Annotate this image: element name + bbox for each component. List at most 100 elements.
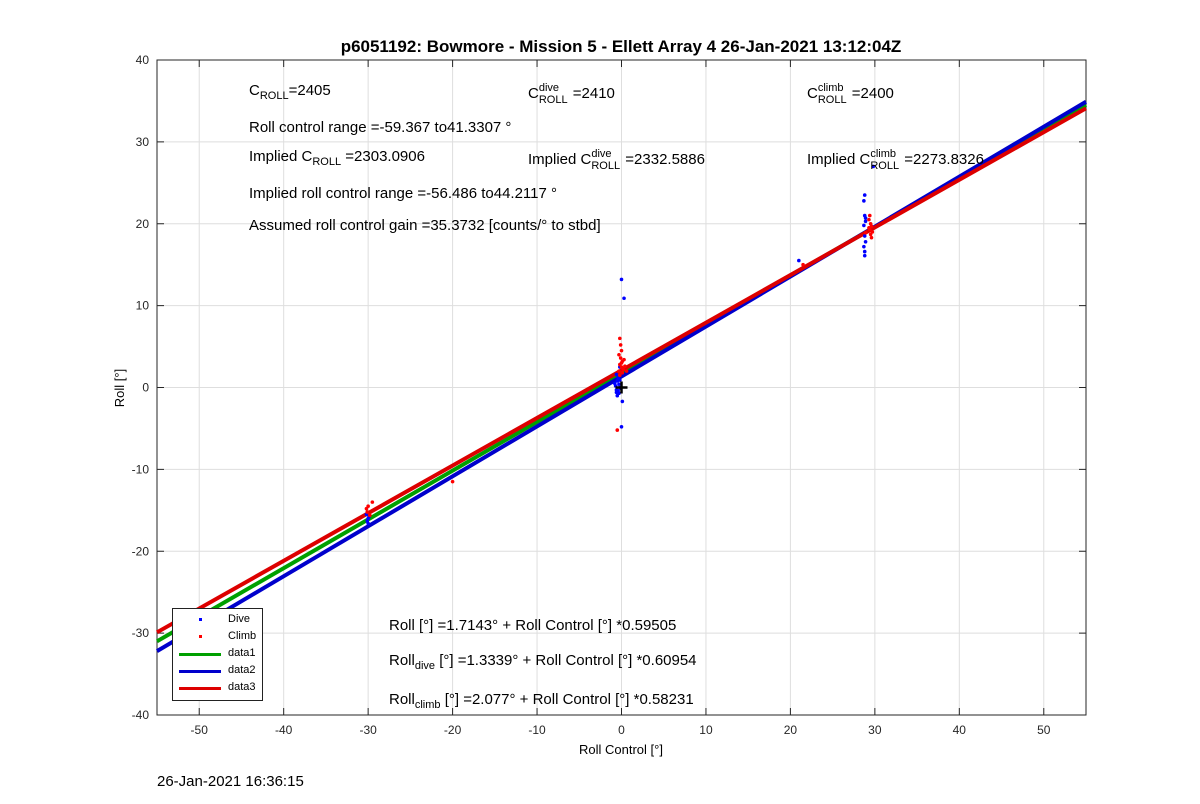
point-climb <box>618 343 623 347</box>
legend: Dive Climb data1 data2 data3 <box>172 608 263 701</box>
c-roll-climb-superscript: climb <box>817 82 844 94</box>
c-roll-dive-value: =2410 <box>572 85 615 102</box>
x-tick-label: 20 <box>784 723 798 737</box>
point-climb <box>867 217 871 222</box>
x-tick-label: 0 <box>618 723 625 737</box>
point-climb <box>450 479 455 484</box>
point-dive <box>863 216 868 220</box>
point-dive <box>366 521 370 526</box>
y-tick-label: -20 <box>132 544 150 558</box>
fit-dive-rest: [°] =1.3339° + Roll Control [°] *0.60954 <box>439 652 697 669</box>
point-dive <box>620 399 625 404</box>
origin-marker <box>615 381 628 394</box>
point-climb <box>624 369 629 373</box>
c-roll-dive-subscript: ROLL <box>538 94 568 106</box>
implied-c-roll-dive-scripts: dive ROLL <box>591 148 620 172</box>
legend-climb-marker <box>199 635 202 638</box>
point-dive <box>863 239 868 244</box>
point-climb <box>619 361 624 365</box>
y-axis-ticks: -40 -30 -20 -10 0 10 20 30 40 <box>132 53 1086 722</box>
implied-c-roll-annotation: Implied CROLL =2303.0906 <box>249 148 425 168</box>
fit-all-equation: Roll [°] =1.7143° + Roll Control [°] *0.… <box>389 617 677 634</box>
c-roll-annotation: CROLL=2405 <box>249 82 331 102</box>
y-tick-label: -40 <box>132 708 150 722</box>
legend-item-data1: data1 <box>173 646 262 662</box>
implied-range-text: Implied roll control range =-56.486 to44… <box>249 185 557 202</box>
legend-item-climb: Climb <box>173 629 262 645</box>
implied-c-roll-dive-prefix: Implied C <box>528 151 592 168</box>
point-dive <box>862 193 867 197</box>
legend-item-data2: data2 <box>173 663 262 679</box>
legend-data1-line <box>179 653 221 656</box>
implied-c-roll-climb-prefix: Implied C <box>807 151 871 168</box>
implied-c-roll-climb-superscript: climb <box>870 148 897 160</box>
y-axis-label: Roll [°] <box>112 369 127 407</box>
y-tick-label: 40 <box>136 53 150 67</box>
x-tick-label: -50 <box>191 723 209 737</box>
legend-data2-line <box>179 670 221 673</box>
point-dive <box>619 425 624 429</box>
c-roll-value: =2405 <box>288 82 331 99</box>
point-climb <box>869 235 874 240</box>
x-axis-ticks: -50 -40 -30 -20 -10 0 10 20 30 40 50 <box>191 60 1051 737</box>
point-climb <box>801 262 805 267</box>
legend-dive-marker <box>199 618 202 621</box>
fit-climb-equation: Rollclimb [°] =2.077° + Roll Control [°]… <box>389 691 694 711</box>
x-tick-label: 10 <box>699 723 713 737</box>
implied-c-roll-climb-value: =2273.8326 <box>904 151 984 168</box>
point-dive <box>614 372 619 377</box>
y-tick-label: 10 <box>136 299 150 313</box>
point-dive <box>618 378 622 382</box>
assumed-gain-text: Assumed roll control gain =35.3732 [coun… <box>249 217 601 234</box>
legend-data2-label: data2 <box>228 664 256 676</box>
legend-climb-label: Climb <box>228 630 257 642</box>
implied-c-roll-dive-value: =2332.5886 <box>625 151 705 168</box>
point-climb <box>867 226 871 230</box>
point-climb <box>615 428 620 432</box>
implied-c-roll-subscript: ROLL <box>312 156 342 168</box>
point-climb <box>618 356 623 360</box>
y-tick-label: -30 <box>132 626 150 640</box>
implied-c-roll-climb-scripts: climb ROLL <box>870 148 899 172</box>
point-dive <box>862 249 867 254</box>
fit-dive-subscript: dive <box>414 660 436 672</box>
legend-item-dive: Dive <box>173 612 262 628</box>
x-tick-label: 50 <box>1037 723 1051 737</box>
implied-c-roll-prefix: Implied C <box>249 148 313 165</box>
point-climb <box>365 510 370 514</box>
y-tick-label: -10 <box>132 462 150 476</box>
point-dive <box>614 390 619 395</box>
implied-c-roll-value: =2303.0906 <box>345 148 425 165</box>
point-climb <box>868 232 873 237</box>
fit-climb-prefix: Roll <box>389 691 415 708</box>
point-climb <box>618 373 622 378</box>
point-climb <box>622 357 626 362</box>
x-tick-label: -40 <box>275 723 293 737</box>
point-climb <box>621 367 625 372</box>
c-roll-dive-scripts: dive ROLL <box>539 82 568 106</box>
point-climb <box>368 513 372 518</box>
point-climb <box>867 213 872 218</box>
point-dive <box>862 223 866 228</box>
legend-data3-line <box>179 687 221 690</box>
c-roll-climb-scripts: climb ROLL <box>818 82 847 106</box>
c-roll-climb-value: =2400 <box>851 85 894 102</box>
x-axis-label: Roll Control [°] <box>579 742 663 757</box>
point-dive <box>617 382 621 387</box>
fit-line-data3 <box>156 106 1087 635</box>
c-roll-dive-superscript: dive <box>538 82 560 94</box>
chart-title: p6051192: Bowmore - Mission 5 - Ellett A… <box>341 37 902 56</box>
implied-c-roll-dive-subscript: ROLL <box>591 160 621 172</box>
x-tick-label: -20 <box>444 723 462 737</box>
c-roll-subscript: ROLL <box>259 90 289 102</box>
c-roll-climb-subscript: ROLL <box>817 94 847 106</box>
y-tick-label: 20 <box>136 217 150 231</box>
y-tick-label: 30 <box>136 135 150 149</box>
fit-dive-equation: Rolldive [°] =1.3339° + Roll Control [°]… <box>389 652 697 672</box>
point-dive <box>871 164 875 169</box>
implied-c-roll-climb-subscript: ROLL <box>870 160 900 172</box>
point-dive <box>862 199 866 203</box>
